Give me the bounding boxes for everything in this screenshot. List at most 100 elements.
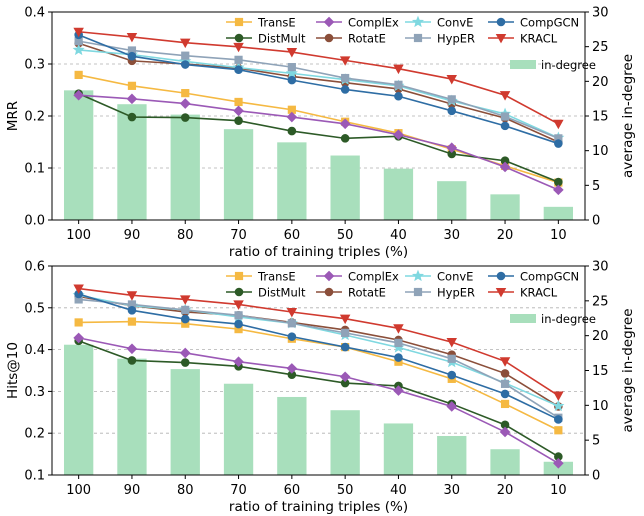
- point-hyper-20: [500, 379, 510, 388]
- legend-label-compgcn: CompGCN: [520, 270, 579, 284]
- point-kracl-50: [339, 314, 351, 325]
- series-line-distmult: [78, 92, 559, 183]
- bar-in-degree-70: [223, 383, 254, 475]
- legend-marker-distmult: [234, 287, 244, 297]
- point-compgcn-30: [447, 370, 457, 380]
- y-right-tick-label: 5: [592, 434, 600, 449]
- point-kracl-10: [553, 119, 564, 130]
- y-right-tick-label: 25: [592, 294, 609, 309]
- bar-in-degree-30: [437, 435, 467, 475]
- point-rotate-20: [500, 369, 510, 378]
- point-compgcn-70: [234, 319, 243, 329]
- x-tick-label: 10: [550, 228, 567, 243]
- legend-item-kracl: KRACL: [488, 32, 558, 46]
- series-line-hyper: [78, 298, 559, 419]
- x-axis-label: ratio of training triples (%): [229, 244, 408, 260]
- legend-label-complex: ComplEx: [348, 16, 399, 30]
- y-right-tick-label: 20: [592, 75, 609, 90]
- x-tick-label: 40: [390, 483, 407, 498]
- legend-label-in-degree: in-degree: [541, 58, 596, 72]
- point-hyper-50: [341, 73, 350, 83]
- point-kracl-10: [553, 391, 564, 402]
- point-kracl-40: [393, 324, 404, 334]
- legend: TransE DistMult ComplEx RotatE ConvE HypER Com…: [226, 16, 596, 72]
- legend-marker-distmult: [234, 33, 244, 43]
- legend-label-distmult: DistMult: [258, 286, 306, 300]
- y-tick-label: 0.2: [24, 110, 45, 125]
- chart-1: 0.0 0.1 0.2 0.3 0.4 0 5 10 15 20 25 30 100 90 80 70 60 50…: [5, 6, 636, 261]
- point-compgcn-60: [287, 75, 297, 85]
- series-line-rotate: [78, 295, 559, 408]
- bar-in-degree-40: [383, 423, 414, 475]
- bar-in-degree-50: [330, 410, 360, 475]
- legend-item-compgcn: CompGCN: [488, 16, 579, 30]
- x-tick-label: 40: [390, 228, 407, 243]
- point-kracl-50: [339, 56, 351, 66]
- legend-item-transe: TransE: [226, 270, 296, 284]
- x-tick-label: 80: [177, 228, 194, 243]
- point-transe-20: [500, 399, 510, 409]
- point-kracl-90: [126, 32, 138, 43]
- legend-marker-compgcn: [496, 17, 506, 27]
- legend-item-conve: ConvE: [405, 270, 473, 284]
- x-tick-label: 30: [443, 483, 460, 498]
- y-tick-label: 0.0: [24, 214, 45, 229]
- point-complex-70: [233, 356, 244, 368]
- point-hyper-80: [181, 51, 190, 60]
- point-compgcn-90: [127, 306, 137, 315]
- point-kracl-60: [286, 48, 298, 58]
- legend-marker-complex: [323, 270, 335, 282]
- point-compgcn-50: [340, 342, 350, 352]
- legend-label-complex: ComplEx: [348, 270, 399, 284]
- point-complex-10: [553, 457, 564, 469]
- legend: TransE DistMult ComplEx RotatE ConvE HypER Com…: [226, 270, 596, 326]
- legend-item-hyper: HypER: [405, 32, 475, 46]
- legend-marker-hyper: [413, 33, 423, 43]
- legend-item-hyper: HypER: [405, 286, 475, 300]
- point-compgcn-80: [180, 314, 190, 324]
- y-tick-label: 0.3: [24, 58, 45, 73]
- point-conve-60: [285, 67, 298, 79]
- legend-label-distmult: DistMult: [258, 32, 306, 46]
- x-tick-label: 70: [230, 483, 247, 498]
- point-compgcn-10: [554, 415, 563, 424]
- y-tick-label: 0.1: [24, 469, 45, 484]
- legend-swatch-in-degree: [510, 314, 536, 323]
- legend-label-rotate: RotatE: [348, 286, 386, 300]
- point-complex-60: [286, 363, 298, 374]
- point-kracl-80: [180, 295, 191, 305]
- point-compgcn-60: [287, 332, 297, 341]
- bar-in-degree-10: [543, 206, 574, 220]
- y-tick-label: 0.4: [24, 6, 45, 21]
- point-hyper-40: [394, 338, 403, 348]
- legend-marker-rotate: [324, 287, 334, 297]
- x-tick-label: 90: [124, 483, 141, 498]
- y-axis-right-label: average in-degree: [620, 308, 636, 432]
- y-tick-label: 0.3: [24, 385, 45, 400]
- point-kracl-90: [126, 291, 138, 301]
- point-complex-20: [499, 161, 511, 173]
- legend-label-rotate: RotatE: [348, 32, 386, 46]
- bar-in-degree-60: [277, 142, 307, 220]
- x-axis-label: ratio of training triples (%): [229, 499, 408, 515]
- x-tick-label: 90: [124, 228, 141, 243]
- point-distmult-90: [127, 356, 137, 365]
- legend-label-transe: TransE: [257, 16, 296, 30]
- legend-label-transe: TransE: [257, 270, 296, 284]
- series-line-rotate: [78, 42, 559, 143]
- point-kracl-100: [73, 27, 84, 38]
- y-tick-label: 0.5: [24, 301, 45, 316]
- point-transe-100: [74, 70, 83, 80]
- y-right-tick-label: 0: [592, 469, 600, 484]
- legend-label-kracl: KRACL: [520, 286, 558, 300]
- point-distmult-80: [180, 113, 190, 122]
- series-line-complex: [78, 94, 559, 191]
- y-right-tick-label: 20: [592, 329, 609, 344]
- point-complex-80: [179, 347, 191, 359]
- bar-in-degree-100: [63, 344, 94, 475]
- point-kracl-70: [233, 42, 244, 53]
- point-distmult-90: [127, 112, 137, 122]
- bar-in-degree-90: [117, 358, 147, 475]
- point-complex-50: [339, 118, 351, 130]
- y-axis-right-label: average in-degree: [620, 54, 636, 178]
